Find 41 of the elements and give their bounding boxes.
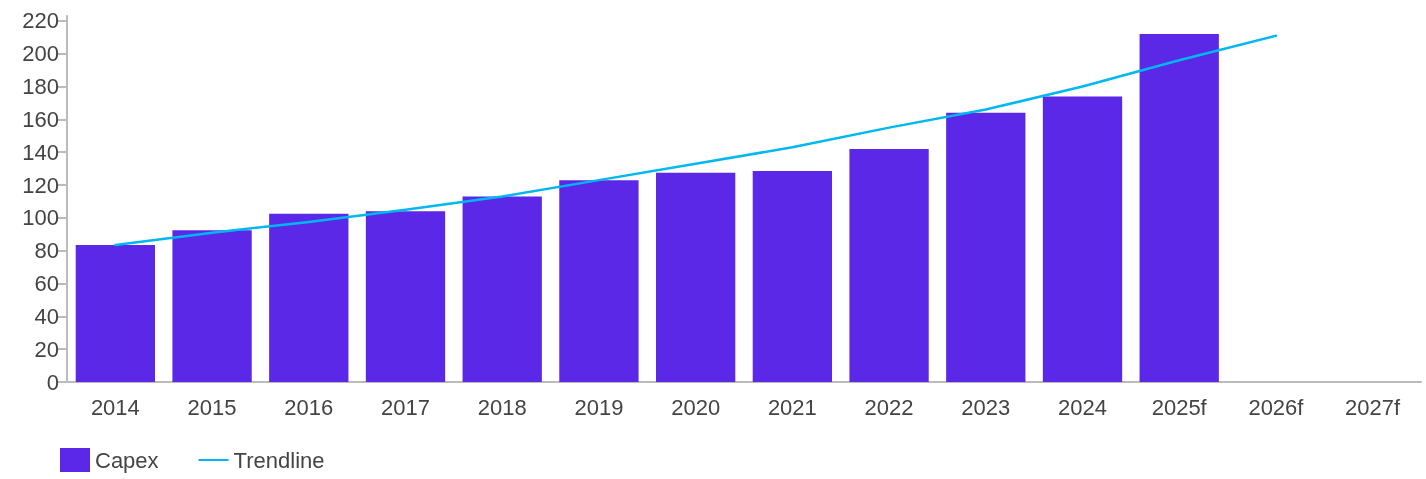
x-tick-label: 2015 xyxy=(187,394,237,420)
y-tick-label: 200 xyxy=(22,41,59,67)
x-tick-label: 2021 xyxy=(767,394,817,420)
bar xyxy=(1139,34,1219,382)
x-tick-label: 2017 xyxy=(381,394,430,420)
y-tick-label: 40 xyxy=(34,303,59,329)
y-tick-label: 180 xyxy=(22,74,59,100)
bar xyxy=(559,180,639,382)
bar xyxy=(655,172,736,382)
legend-label: Capex xyxy=(95,447,159,473)
y-tick-label: 60 xyxy=(34,271,59,297)
bar xyxy=(172,230,252,382)
y-tick-label: 20 xyxy=(34,336,59,362)
bar xyxy=(752,171,833,382)
bar xyxy=(365,211,446,382)
x-tick-label: 2019 xyxy=(574,394,624,420)
y-tick-label: 140 xyxy=(22,139,59,165)
bar xyxy=(462,196,542,382)
bar xyxy=(75,244,156,382)
x-tick-label: 2022 xyxy=(864,394,914,420)
bar xyxy=(946,112,1026,382)
x-tick-label: 2020 xyxy=(671,394,721,420)
bar xyxy=(269,213,349,382)
y-tick-label: 100 xyxy=(22,205,59,231)
y-tick-label: 120 xyxy=(22,172,59,198)
x-tick-label: 2023 xyxy=(961,394,1011,420)
x-tick-label: 2027f xyxy=(1345,394,1402,420)
x-tick-label: 2014 xyxy=(90,394,140,420)
y-tick-label: 80 xyxy=(34,238,59,264)
y-tick-label: 0 xyxy=(46,369,59,395)
bar xyxy=(849,148,929,382)
x-tick-label: 2018 xyxy=(477,394,527,420)
x-tick-label: 2025f xyxy=(1151,394,1208,420)
line-series xyxy=(114,34,1278,247)
x-tick-label: 2026f xyxy=(1248,394,1305,420)
legend-label: Trendline xyxy=(233,447,325,473)
x-tick-label: 2016 xyxy=(284,394,334,420)
y-tick-label: 220 xyxy=(22,8,59,34)
bar xyxy=(1042,96,1123,382)
y-tick-label: 160 xyxy=(22,106,59,132)
x-tick-label: 2024 xyxy=(1058,394,1107,420)
